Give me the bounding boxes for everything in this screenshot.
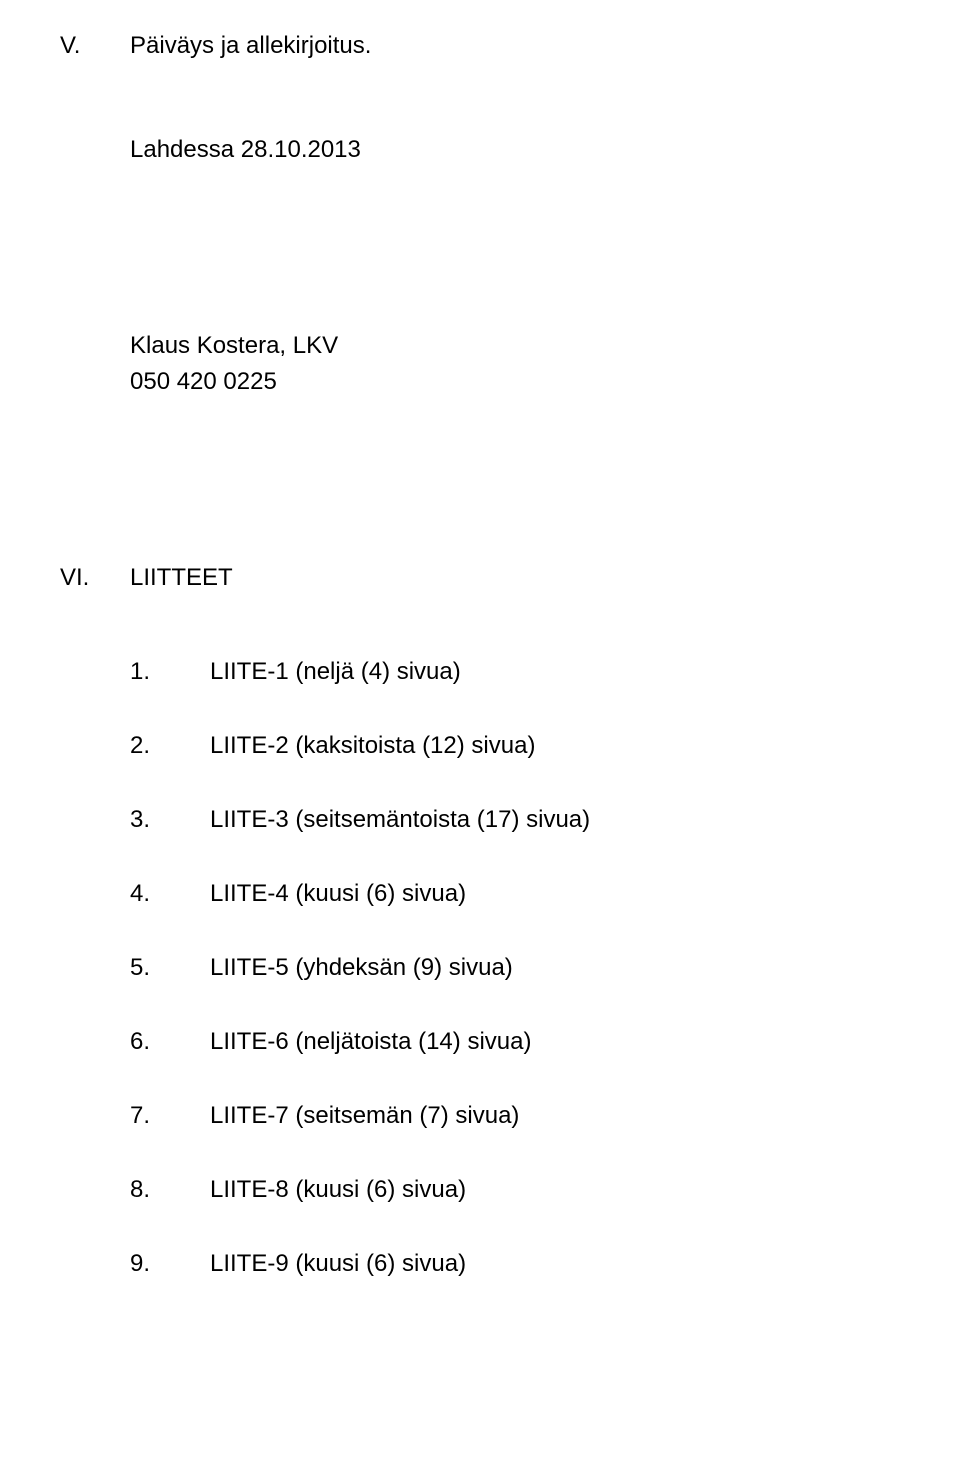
signer-name: Klaus Kostera, LKV — [60, 328, 900, 364]
list-item-text: LIITE-4 (kuusi (6) sivua) — [210, 876, 900, 912]
list-item-text: LIITE-9 (kuusi (6) sivua) — [210, 1246, 900, 1282]
list-item-text: LIITE-5 (yhdeksän (9) sivua) — [210, 950, 900, 986]
attachments-list: 1. LIITE-1 (neljä (4) sivua) 2. LIITE-2 … — [60, 654, 900, 1282]
list-item-number: 3. — [130, 802, 210, 838]
list-item-number: 2. — [130, 728, 210, 764]
list-item: 9. LIITE-9 (kuusi (6) sivua) — [130, 1246, 900, 1282]
section-v-heading: V. Päiväys ja allekirjoitus. — [60, 28, 900, 64]
list-item: 4. LIITE-4 (kuusi (6) sivua) — [130, 876, 900, 912]
section-v-numeral: V. — [60, 28, 130, 64]
section-vi-numeral: VI. — [60, 560, 130, 596]
list-item-text: LIITE-3 (seitsemäntoista (17) sivua) — [210, 802, 900, 838]
list-item: 2. LIITE-2 (kaksitoista (12) sivua) — [130, 728, 900, 764]
list-item: 3. LIITE-3 (seitsemäntoista (17) sivua) — [130, 802, 900, 838]
list-item-number: 9. — [130, 1246, 210, 1282]
list-item: 7. LIITE-7 (seitsemän (7) sivua) — [130, 1098, 900, 1134]
place-date: Lahdessa 28.10.2013 — [60, 132, 900, 168]
list-item: 5. LIITE-5 (yhdeksän (9) sivua) — [130, 950, 900, 986]
section-vi-title: LIITTEET — [130, 560, 900, 596]
section-v-title: Päiväys ja allekirjoitus. — [130, 28, 900, 64]
list-item: 6. LIITE-6 (neljätoista (14) sivua) — [130, 1024, 900, 1060]
section-vi-heading: VI. LIITTEET — [60, 560, 900, 596]
list-item-number: 5. — [130, 950, 210, 986]
list-item: 8. LIITE-8 (kuusi (6) sivua) — [130, 1172, 900, 1208]
list-item-text: LIITE-6 (neljätoista (14) sivua) — [210, 1024, 900, 1060]
list-item-number: 8. — [130, 1172, 210, 1208]
list-item-number: 6. — [130, 1024, 210, 1060]
list-item-text: LIITE-7 (seitsemän (7) sivua) — [210, 1098, 900, 1134]
list-item-text: LIITE-1 (neljä (4) sivua) — [210, 654, 900, 690]
list-item-text: LIITE-2 (kaksitoista (12) sivua) — [210, 728, 900, 764]
list-item: 1. LIITE-1 (neljä (4) sivua) — [130, 654, 900, 690]
document-page: V. Päiväys ja allekirjoitus. Lahdessa 28… — [0, 0, 960, 1474]
list-item-number: 4. — [130, 876, 210, 912]
list-item-number: 1. — [130, 654, 210, 690]
list-item-number: 7. — [130, 1098, 210, 1134]
list-item-text: LIITE-8 (kuusi (6) sivua) — [210, 1172, 900, 1208]
signer-phone: 050 420 0225 — [60, 364, 900, 400]
